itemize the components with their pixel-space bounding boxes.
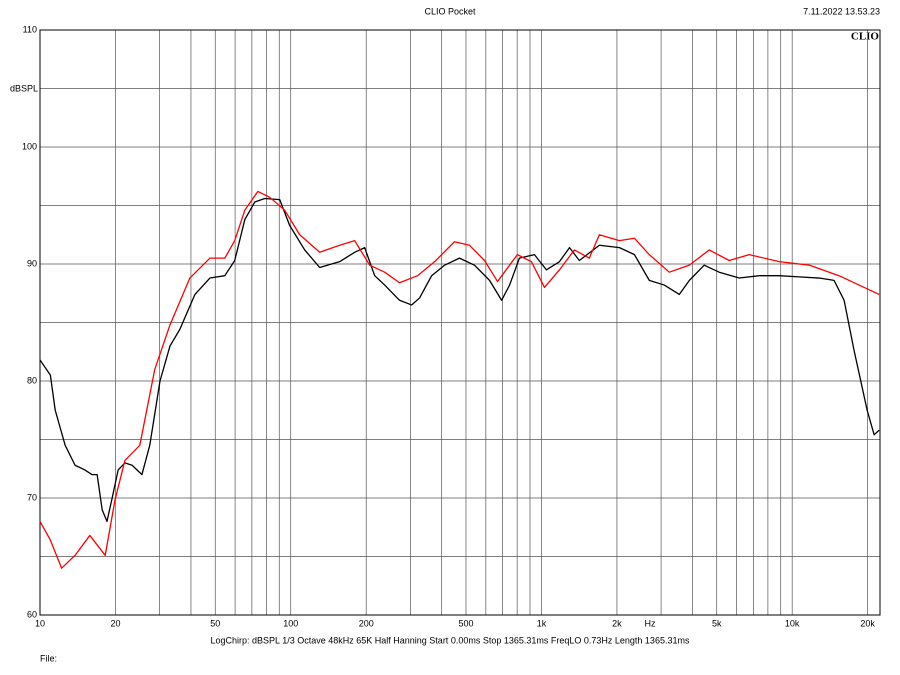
- x-tick-label: 20: [110, 618, 120, 628]
- x-tick-label: 50: [210, 618, 220, 628]
- y-axis-label: dBSPL: [10, 83, 38, 93]
- line-series: [39, 197, 880, 523]
- x-tick-label: 10k: [785, 618, 800, 628]
- timestamp: 7.11.2022 13.53.23: [803, 6, 880, 16]
- x-tick-label: 100: [283, 618, 298, 628]
- x-tick-label: 200: [359, 618, 374, 628]
- x-tick-label: 10: [35, 618, 45, 628]
- y-tick-label: 90: [27, 258, 37, 268]
- y-tick-label: 80: [27, 375, 37, 385]
- plot-frame: [39, 29, 881, 616]
- y-tick-label: 60: [27, 609, 37, 619]
- x-tick-label: 1k: [537, 618, 547, 628]
- x-tick-label: 2k: [612, 618, 622, 628]
- line-series: [39, 190, 880, 569]
- chart-title: CLIO Pocket: [424, 6, 476, 16]
- x-axis-label: Hz: [645, 618, 656, 628]
- file-label: File:: [40, 653, 57, 663]
- logo: CLIO: [851, 31, 880, 43]
- x-tick-label: 500: [458, 618, 473, 628]
- x-tick-label: 5k: [712, 618, 722, 628]
- y-tick-label: 110: [23, 24, 37, 34]
- y-tick-label: 100: [22, 141, 37, 151]
- y-tick-label: 70: [27, 492, 37, 502]
- footer: LogChirp: dBSPL 1/3 Octave 48kHz 65K Hal…: [211, 635, 690, 645]
- x-tick-label: 20k: [860, 618, 875, 628]
